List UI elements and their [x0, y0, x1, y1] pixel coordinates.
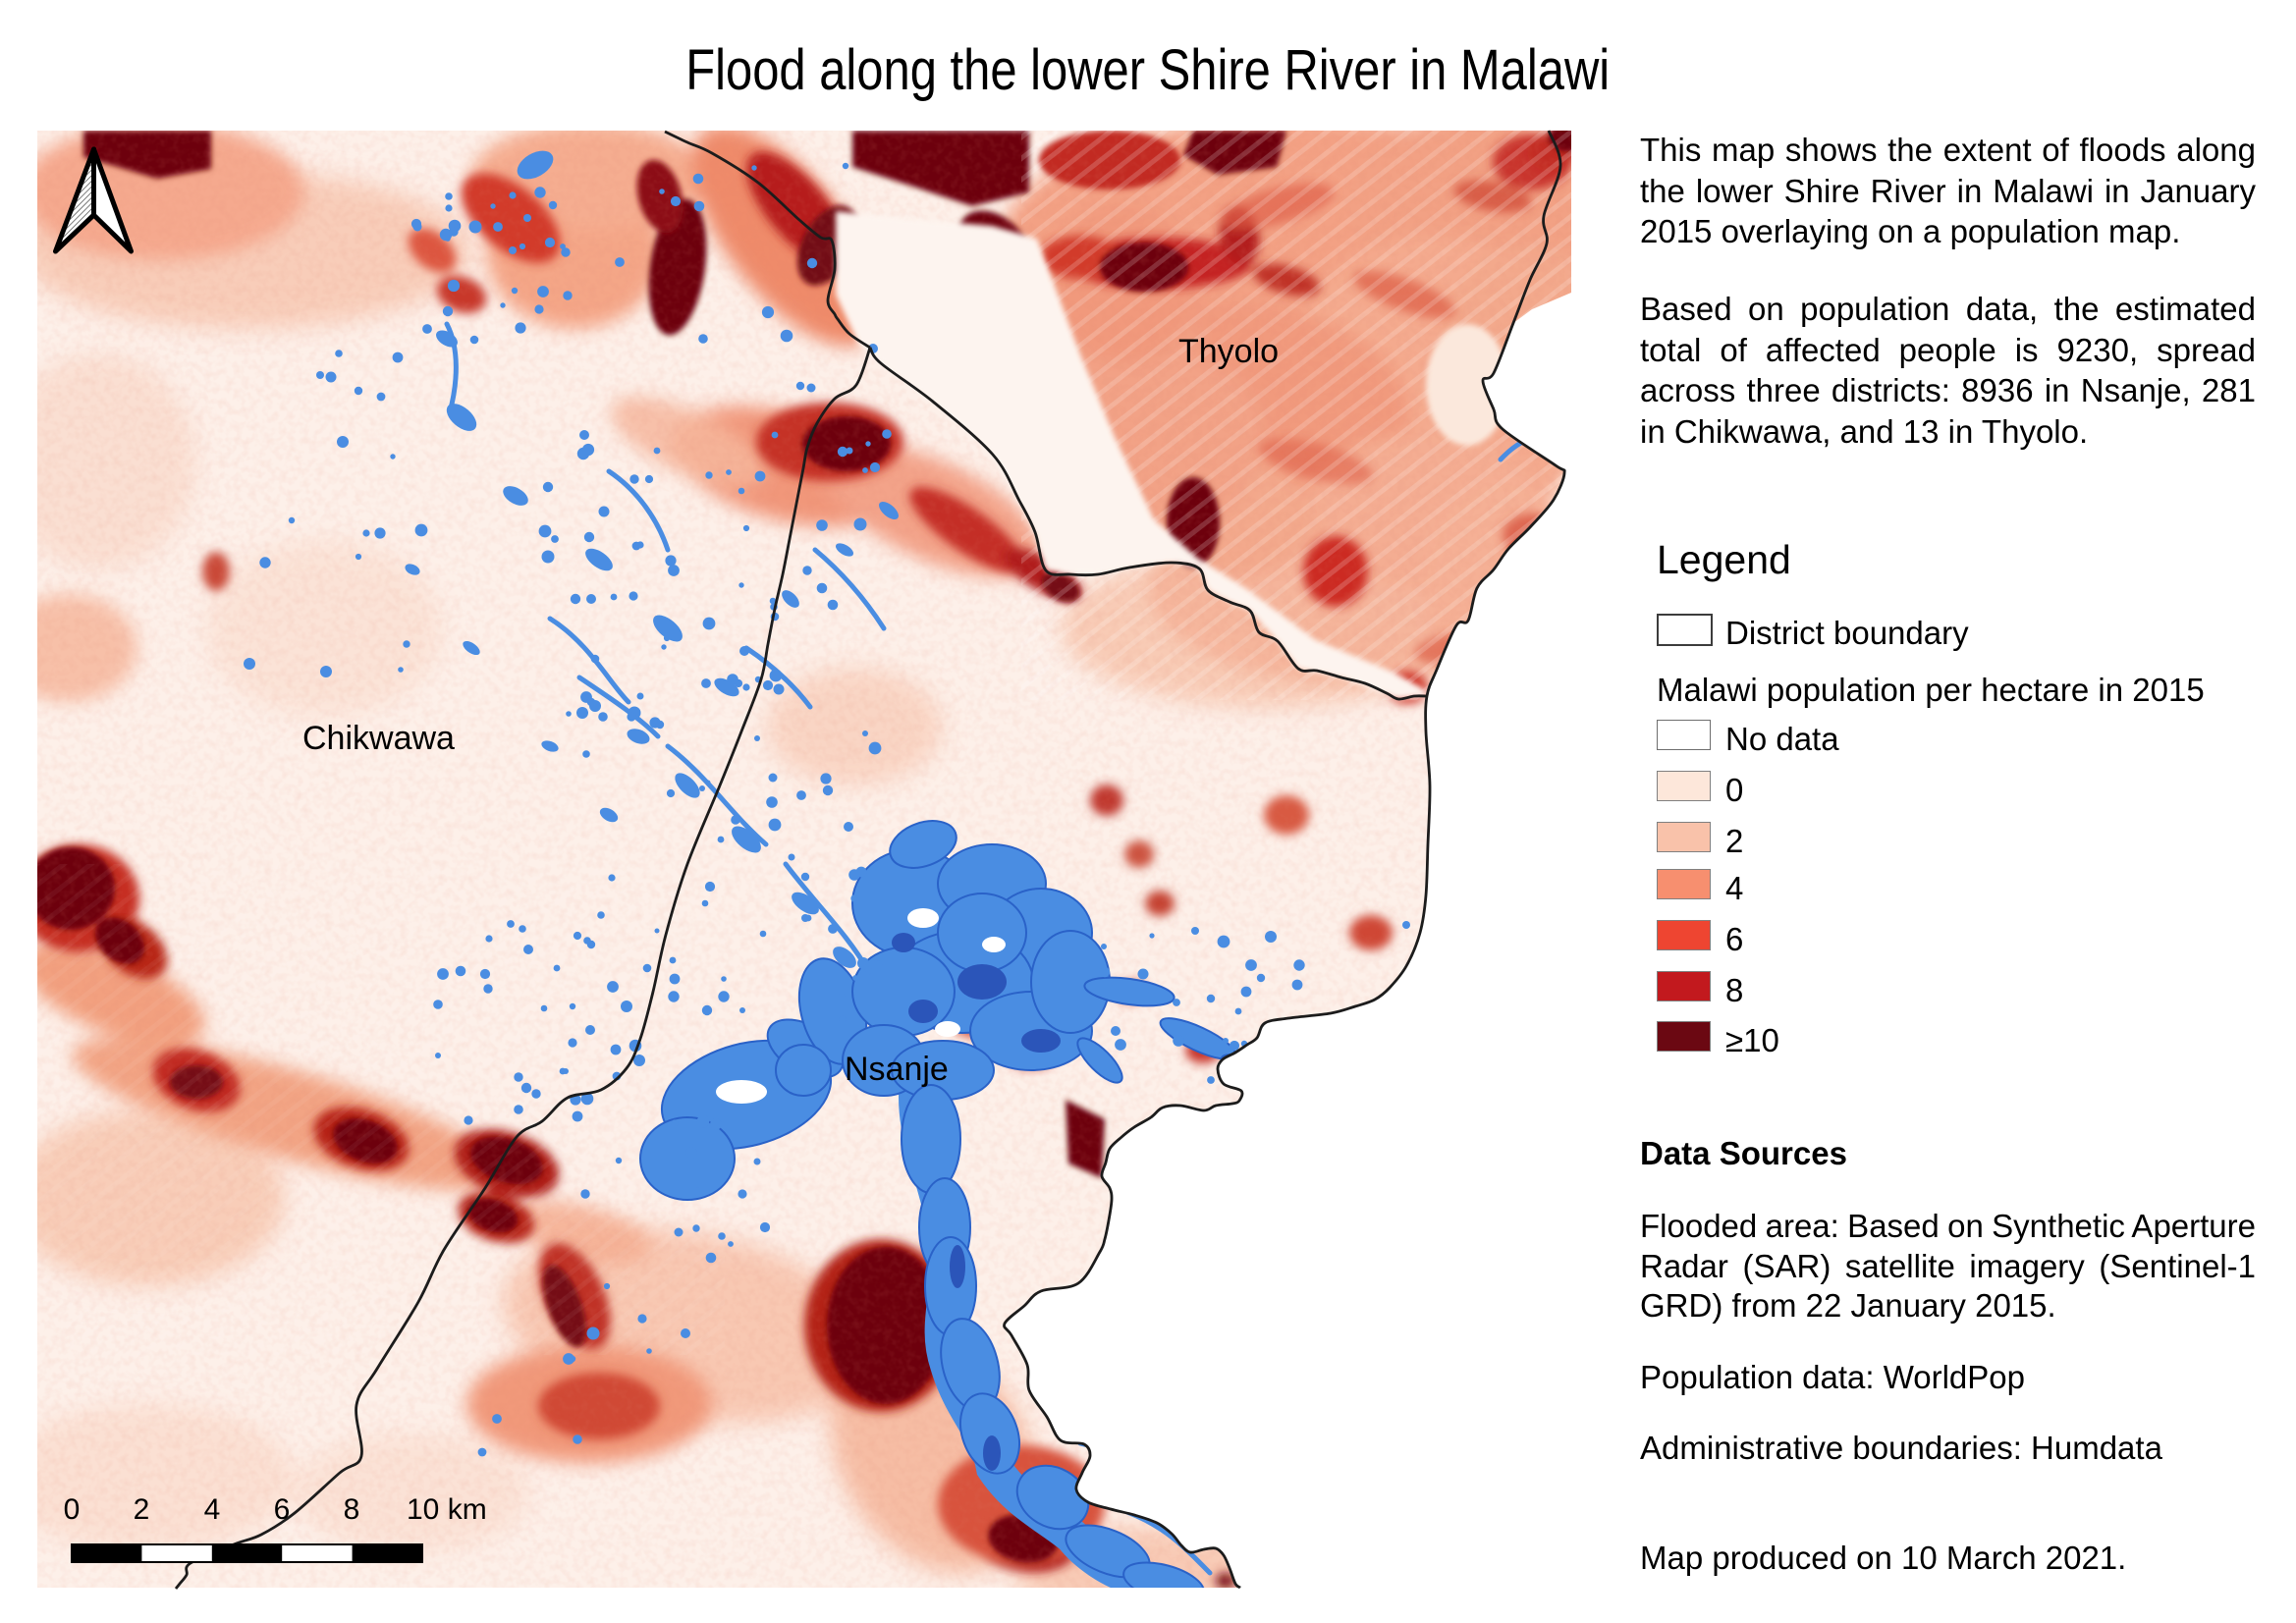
svg-text:6: 6	[274, 1493, 291, 1526]
svg-text:10 km: 10 km	[407, 1493, 487, 1526]
svg-text:8: 8	[344, 1493, 360, 1526]
svg-text:Chikwawa: Chikwawa	[302, 720, 455, 757]
svg-text:4: 4	[204, 1493, 221, 1526]
svg-text:Nsanje: Nsanje	[845, 1051, 949, 1088]
svg-text:0: 0	[64, 1493, 81, 1526]
svg-text:Thyolo: Thyolo	[1178, 333, 1279, 370]
svg-text:2: 2	[134, 1493, 150, 1526]
